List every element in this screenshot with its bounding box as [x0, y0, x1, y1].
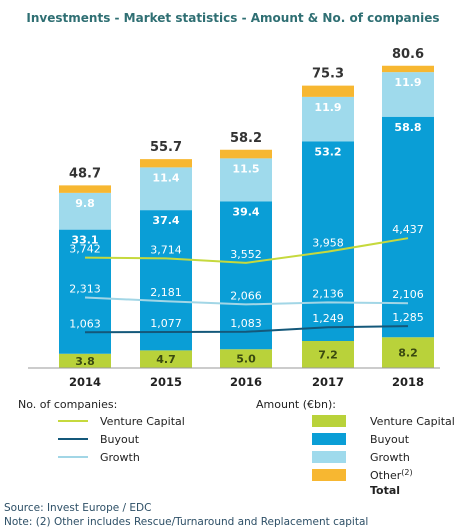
legend-companies-venture-capital: Venture Capital	[100, 415, 185, 428]
bar-label-2016-buyout: 39.4	[232, 206, 259, 219]
bar-label-2017-venture-capital: 7.2	[318, 349, 338, 362]
bar-2017-buyout	[302, 141, 354, 341]
bar-2015-venture-capital	[140, 350, 192, 368]
count-label-buyout-2016: 1,083	[230, 317, 262, 330]
bar-2018-other	[382, 65, 434, 73]
count-label-buyout-2015: 1,077	[150, 317, 182, 330]
legend-swatch-other	[312, 469, 346, 481]
legend-amount-other: Other(2)	[370, 468, 413, 482]
bar-2014-growth	[59, 192, 111, 230]
legend-swatch-growth	[312, 451, 346, 463]
count-label-growth-2014: 2,313	[69, 282, 101, 295]
bar-2015-other	[140, 159, 192, 168]
total-label-2017: 75.3	[312, 67, 344, 82]
bar-2016-growth	[220, 158, 272, 202]
count-label-growth-2015: 2,181	[150, 286, 182, 299]
bar-label-2017-growth: 11.9	[314, 101, 341, 114]
legend-amount-growth: Growth	[370, 451, 410, 464]
count-label-venture-capital-2018: 4,437	[392, 223, 424, 236]
x-tick-2015: 2015	[150, 375, 182, 389]
bar-label-2015-venture-capital: 4.7	[156, 353, 176, 366]
bar-label-2018-buyout: 58.8	[394, 121, 421, 134]
bar-label-2014-buyout: 33.1	[71, 234, 98, 247]
legend-amount-venture-capital: Venture Capital	[370, 415, 455, 428]
count-label-venture-capital-2014: 3,742	[69, 243, 101, 256]
count-label-venture-capital-2015: 3,714	[150, 243, 182, 256]
count-label-buyout-2017: 1,249	[312, 312, 344, 325]
bar-label-2018-growth: 11.9	[394, 76, 421, 89]
note-text: Note: (2) Other includes Rescue/Turnarou…	[4, 516, 368, 528]
bar-2017-other	[302, 85, 354, 97]
count-label-growth-2017: 2,136	[312, 287, 344, 300]
count-label-growth-2016: 2,066	[230, 289, 262, 302]
bar-2016-venture-capital	[220, 349, 272, 368]
bar-2015-buyout	[140, 210, 192, 351]
bar-2017-growth	[302, 96, 354, 142]
legend-total-label: Total	[370, 484, 400, 497]
count-label-buyout-2018: 1,285	[392, 311, 424, 324]
total-label-2014: 48.7	[69, 166, 101, 181]
bar-label-2015-growth: 11.4	[152, 171, 179, 184]
bar-2018-growth	[382, 72, 434, 117]
total-label-2015: 55.7	[150, 140, 182, 155]
count-label-venture-capital-2017: 3,958	[312, 237, 344, 250]
legend-amount-heading: Amount (€bn):	[256, 398, 336, 411]
count-label-buyout-2014: 1,063	[69, 317, 101, 330]
chart-title: Investments - Market statistics - Amount…	[26, 11, 439, 25]
x-tick-2014: 2014	[69, 375, 101, 389]
bar-2015-growth	[140, 167, 192, 211]
line-buyout	[84, 325, 409, 334]
total-label-2016: 58.2	[230, 131, 262, 146]
bar-label-2016-venture-capital: 5.0	[236, 353, 256, 366]
bar-label-2015-buyout: 37.4	[152, 214, 179, 227]
legend-other-superscript: (2)	[401, 468, 412, 477]
bar-label-2017-buyout: 53.2	[314, 146, 341, 159]
line-growth	[84, 296, 409, 306]
bar-2014-venture-capital	[59, 353, 111, 368]
x-tick-2016: 2016	[230, 375, 262, 389]
bar-2018-venture-capital	[382, 337, 434, 368]
bar-label-2014-venture-capital: 3.8	[75, 355, 95, 368]
legend-swatch-venture-capital	[312, 415, 346, 427]
bar-2016-other	[220, 149, 272, 159]
count-label-venture-capital-2016: 3,552	[230, 248, 262, 261]
bar-label-2014-growth: 9.8	[75, 197, 95, 210]
bar-2017-venture-capital	[302, 341, 354, 368]
source-text: Source: Invest Europe / EDC	[4, 502, 151, 514]
total-label-2018: 80.6	[392, 47, 424, 62]
bar-label-2018-venture-capital: 8.2	[398, 347, 418, 360]
bar-label-2016-growth: 11.5	[232, 162, 259, 175]
legend-amount-buyout: Buyout	[370, 433, 410, 446]
bar-2014-other	[59, 185, 111, 193]
legend-companies-heading: No. of companies:	[18, 398, 117, 411]
line-venture-capital	[84, 237, 409, 264]
bar-2018-buyout	[382, 116, 434, 338]
legend-companies-growth: Growth	[100, 451, 140, 464]
x-tick-2018: 2018	[392, 375, 424, 389]
x-tick-2017: 2017	[312, 375, 344, 389]
legend-swatch-buyout	[312, 433, 346, 445]
bar-2016-buyout	[220, 201, 272, 350]
legend-companies-buyout: Buyout	[100, 433, 140, 446]
count-label-growth-2018: 2,106	[392, 288, 424, 301]
